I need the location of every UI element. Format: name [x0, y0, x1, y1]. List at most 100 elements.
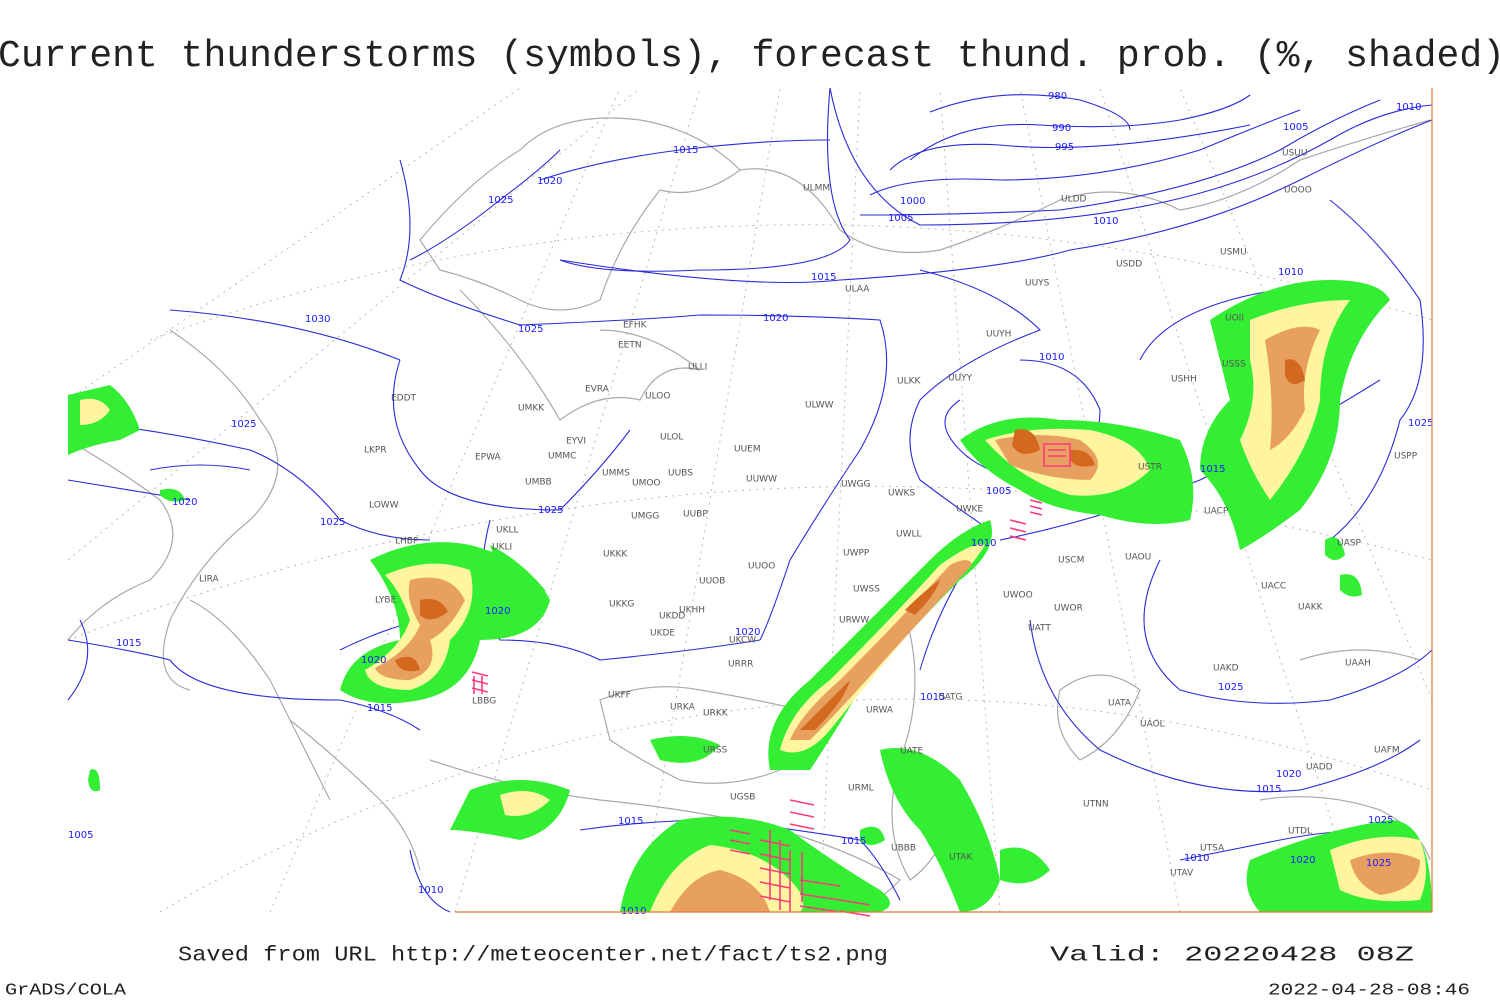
grid-line [939, 87, 1001, 913]
isobar-label: 1030 [305, 314, 330, 325]
isobar-label: 1025 [538, 505, 563, 516]
isobar-label: 1015 [673, 145, 698, 156]
station-label: UWKE [956, 505, 983, 515]
station-label: UATE [900, 747, 924, 757]
station-label: UKDE [650, 629, 675, 639]
station-label: UTSA [1200, 844, 1225, 854]
coastline [189, 599, 421, 871]
isobar-label: 1005 [1283, 122, 1308, 133]
isobar-label: 1020 [485, 606, 510, 617]
isobar-label: 1025 [1408, 418, 1433, 429]
station-label: USMU [1220, 248, 1247, 258]
station-label: UAAH [1345, 659, 1371, 669]
station-label: UKCW [729, 636, 756, 646]
isobar [409, 119, 1433, 284]
shaded-area [800, 580, 940, 730]
station-label: UKLL [496, 526, 519, 536]
isobar-label: 1010 [1039, 352, 1064, 363]
isobar-label: 1020 [537, 176, 562, 187]
isobar-label: 1020 [361, 655, 386, 666]
grid-line [819, 87, 861, 913]
station-label: LKPR [364, 446, 387, 456]
timestamp: 2022-04-28-08:46 [1268, 981, 1470, 1000]
shaded-area [395, 598, 448, 672]
isobar [859, 99, 1381, 216]
isobar-label: 1020 [1276, 769, 1301, 780]
shaded-area [80, 398, 110, 425]
station-label: USCM [1058, 556, 1084, 566]
coastline [162, 329, 279, 691]
station-label: UACP [1204, 507, 1229, 517]
isobar [67, 619, 421, 731]
station-label: UMBB [525, 478, 552, 488]
grid-line [149, 224, 1433, 341]
isobar-label: 995 [1055, 142, 1074, 153]
station-label: UATG [938, 693, 963, 703]
station-label: EYVI [566, 437, 586, 447]
isobar-label: 1005 [888, 213, 913, 224]
coastline [1056, 674, 1141, 761]
title: Current thunderstorms (symbols), forecas… [0, 35, 1500, 78]
station-label: EVRA [585, 385, 610, 395]
coastline [419, 117, 741, 311]
station-label: EDDT [391, 394, 417, 404]
station-label: UGSB [730, 793, 755, 803]
station-label: UKDD [659, 612, 685, 622]
software: GrADS/COLA [5, 981, 127, 1000]
isobar-label: 1010 [1093, 216, 1118, 227]
station-label: UUYY [948, 374, 973, 384]
station-label: UUWW [746, 475, 777, 485]
isobar-label: 1010 [1184, 853, 1209, 864]
station-label: UWSS [853, 585, 880, 595]
station-label: LHBP [395, 537, 419, 547]
station-label: ULOL [660, 433, 683, 443]
isobar [909, 269, 1041, 531]
isobar-label: 1010 [1396, 102, 1421, 113]
isobar [169, 309, 631, 511]
station-label: URML [848, 784, 874, 794]
isobar [1029, 559, 1433, 793]
isobar [869, 109, 1301, 196]
station-label: EETN [618, 341, 642, 351]
isobar-label: 1015 [920, 692, 945, 703]
station-label: URKK [703, 709, 729, 719]
station-label: UATT [1028, 624, 1051, 634]
station-label: UWOO [1003, 591, 1033, 601]
isobar-label: 1000 [900, 196, 925, 207]
station-labels: ULMM ULDD USDD USMU ULAA UUYS UUYH EFHK EETN ULLI… [199, 149, 1418, 879]
station-label: USHH [1171, 375, 1197, 385]
storm-symbol [769, 830, 803, 912]
station-label: UMGG [631, 512, 659, 522]
station-label: UWGG [841, 480, 870, 490]
isobar-label: 990 [1052, 123, 1071, 134]
isobar-label: 1015 [116, 638, 141, 649]
isobar-label: 1015 [1200, 464, 1225, 475]
station-label: URKA [670, 703, 696, 713]
isobar [829, 87, 1433, 226]
station-label: UUOO [748, 562, 775, 572]
isobar-label: 1025 [1368, 815, 1393, 826]
station-label: UTAV [1170, 869, 1194, 879]
station-label: USSS [1222, 360, 1246, 370]
isobar-label: 1020 [1290, 855, 1315, 866]
storm-symbol [471, 671, 489, 694]
shaded-area [1265, 326, 1320, 450]
shaded-area [1285, 359, 1305, 384]
isobar-label: 1005 [986, 486, 1011, 497]
isobar-label: 1010 [1278, 267, 1303, 278]
station-label: UTAK [949, 853, 974, 863]
station-label: UACC [1261, 582, 1286, 592]
station-label: URRR [728, 660, 753, 670]
isobar-label: 1015 [618, 816, 643, 827]
isobar-label: 1020 [172, 497, 197, 508]
isobar [909, 94, 1251, 161]
station-label: UWLL [896, 530, 922, 540]
isobar-label: 1005 [68, 830, 93, 841]
station-label: UWOR [1054, 604, 1083, 614]
shaded-area [490, 545, 546, 620]
station-label: UTNN [1083, 800, 1109, 810]
station-label: USDD [1116, 260, 1142, 270]
isobar-label: 1025 [488, 195, 513, 206]
coastline [67, 439, 174, 641]
